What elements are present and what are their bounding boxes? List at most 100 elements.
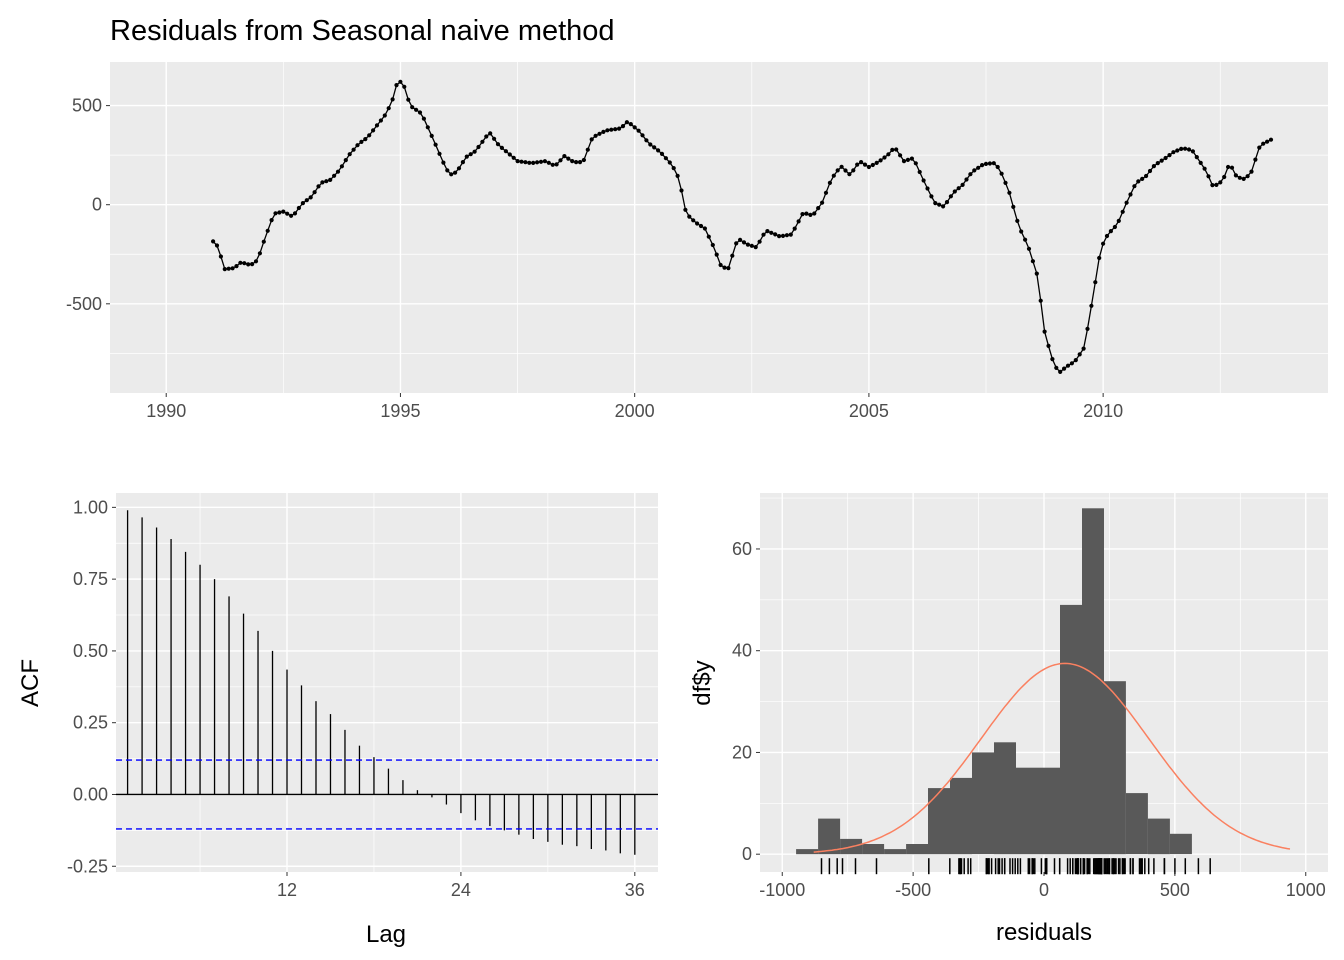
residual-point — [820, 200, 825, 205]
residual-point — [296, 205, 301, 211]
residual-point — [1124, 200, 1129, 205]
histogram-bar — [1169, 833, 1192, 855]
residual-point — [656, 148, 661, 153]
residual-point — [476, 144, 481, 150]
residual-point — [1026, 246, 1032, 251]
residual-point — [1104, 233, 1110, 239]
x-tick-label: -500 — [895, 880, 931, 900]
residual-point — [691, 218, 696, 223]
residual-point — [335, 169, 341, 174]
residual-point — [862, 162, 868, 167]
residual-point — [831, 173, 836, 178]
residual-point — [277, 210, 282, 215]
x-tick-label: 24 — [451, 880, 471, 900]
residual-point — [1261, 141, 1266, 146]
residual-point — [796, 219, 801, 224]
residual-point — [613, 127, 618, 132]
residual-point — [441, 160, 446, 165]
residual-point — [574, 160, 579, 165]
x-tick-label: 1995 — [380, 401, 420, 421]
acf-x-axis-title: Lag — [366, 921, 406, 948]
residual-point — [1062, 366, 1067, 371]
residual-point — [402, 84, 407, 89]
residual-point — [734, 241, 739, 246]
residual-point — [265, 228, 270, 233]
residual-point — [964, 177, 969, 182]
histogram-bar — [994, 742, 1016, 855]
y-tick-label: 0.50 — [73, 641, 108, 661]
residual-point — [890, 147, 895, 152]
residual-point — [304, 198, 309, 203]
residual-point — [316, 184, 321, 189]
residual-point — [1140, 176, 1145, 181]
residual-point — [558, 158, 563, 163]
residual-point — [1265, 139, 1270, 144]
residual-point — [1128, 192, 1133, 197]
residual-point — [659, 151, 665, 156]
y-tick-label: 60 — [732, 539, 752, 559]
residual-point — [909, 156, 915, 161]
residual-point — [710, 242, 715, 248]
residual-point — [398, 79, 403, 84]
residual-point — [499, 145, 504, 150]
residual-point — [730, 253, 735, 258]
residual-point — [281, 209, 286, 214]
residual-point — [273, 211, 278, 216]
acf-series — [116, 510, 658, 855]
residual-point — [816, 206, 821, 211]
y-tick-label: 0 — [742, 844, 752, 864]
residual-point — [609, 127, 614, 132]
residual-point — [952, 189, 957, 194]
histogram-bar — [928, 788, 950, 855]
residual-point — [550, 162, 555, 167]
residual-point — [874, 160, 879, 165]
residual-point — [511, 155, 516, 160]
residual-point — [374, 123, 380, 128]
acf-axes: 12 24 36 -0.25 0.00 0.25 0.50 0.75 1.00 — [67, 497, 645, 900]
residual-point — [905, 157, 911, 162]
histogram-y-axis-title: df$y — [689, 660, 716, 705]
residual-point — [745, 242, 751, 247]
histogram-bar — [906, 844, 929, 855]
residual-point — [1042, 329, 1047, 334]
residual-point — [617, 126, 622, 131]
residual-point — [983, 161, 989, 166]
residual-point — [1198, 160, 1203, 165]
residual-point — [386, 106, 391, 111]
residual-point — [851, 168, 856, 173]
residual-point — [289, 213, 294, 218]
histogram-axes: -1000 -500 0 500 1000 0 20 40 60 — [732, 539, 1326, 900]
residual-point — [1112, 224, 1117, 230]
residual-point — [222, 267, 227, 272]
y-tick-label: 500 — [72, 96, 102, 116]
residuals-series — [211, 79, 1274, 374]
residual-point — [1050, 357, 1055, 362]
residual-point — [363, 137, 368, 142]
residual-point — [406, 97, 411, 102]
residual-point — [894, 147, 899, 152]
residual-point — [882, 155, 887, 160]
residual-point — [456, 166, 462, 171]
residual-point — [898, 153, 903, 158]
residual-point — [652, 145, 657, 150]
residual-point — [679, 188, 684, 193]
residual-point — [320, 180, 325, 185]
residual-point — [226, 266, 231, 271]
x-tick-label: -1000 — [759, 880, 805, 900]
residual-point — [1159, 158, 1164, 163]
residual-point — [425, 125, 430, 130]
residual-point — [562, 154, 567, 159]
residual-point — [1222, 174, 1227, 180]
residual-point — [687, 214, 692, 219]
residual-point — [351, 147, 356, 152]
residual-point — [382, 113, 387, 118]
residual-point — [484, 134, 489, 139]
residual-point — [1241, 176, 1246, 181]
residual-point — [917, 169, 922, 175]
residual-point — [449, 172, 454, 177]
residual-point — [1167, 153, 1172, 158]
residual-point — [839, 164, 844, 169]
residual-point — [554, 162, 559, 167]
residual-point — [859, 160, 864, 165]
residual-point — [1030, 259, 1035, 264]
